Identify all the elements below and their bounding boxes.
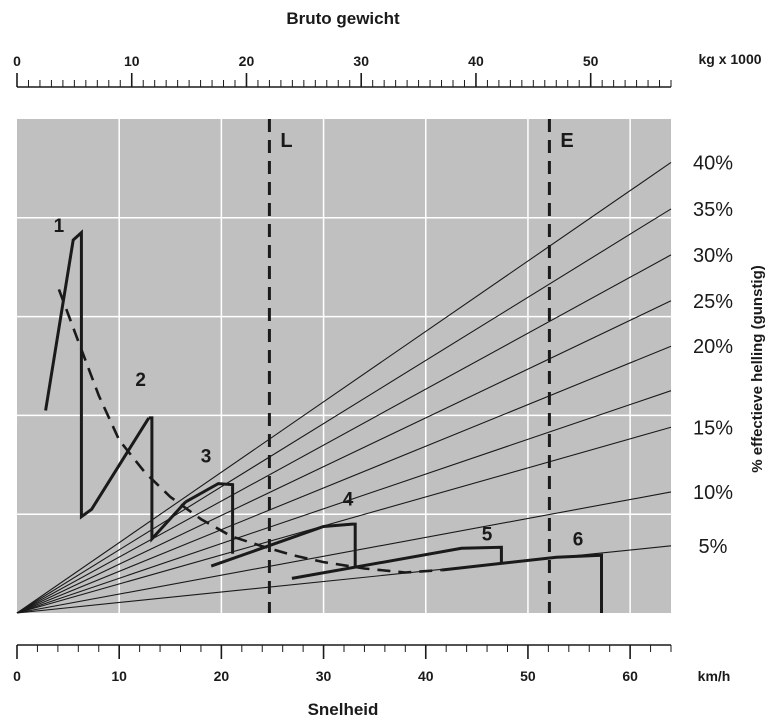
gear-curve bbox=[184, 482, 235, 554]
bottom-tick-label: 30 bbox=[316, 668, 332, 684]
top-axis-tick-labels: 0 10 20 30 40 50 bbox=[13, 53, 599, 69]
grade-line bbox=[16, 254, 672, 614]
marker-label: E bbox=[560, 130, 573, 152]
right-axis-title: % effectieve helling (gunstig) bbox=[749, 265, 766, 473]
bottom-axis-title: Snelheid bbox=[308, 700, 379, 719]
top-tick-label: 40 bbox=[468, 53, 484, 69]
grade-label: 30% bbox=[693, 245, 733, 267]
gear-curve bbox=[291, 545, 503, 580]
top-axis-ticks bbox=[16, 73, 672, 87]
top-tick-label: 10 bbox=[124, 53, 140, 69]
grade-line bbox=[16, 345, 672, 614]
bottom-tick-label: 20 bbox=[214, 668, 230, 684]
gear-curve bbox=[441, 553, 603, 613]
bottom-tick-label: 40 bbox=[418, 668, 434, 684]
top-axis: Bruto gewicht 0 10 20 30 40 50 kg x 1000 bbox=[13, 9, 762, 88]
bottom-axis-unit: km/h bbox=[698, 668, 731, 684]
grade-label: 5% bbox=[699, 536, 728, 558]
bottom-tick-label: 50 bbox=[520, 668, 536, 684]
grade-line bbox=[16, 426, 672, 614]
bottom-tick-label: 60 bbox=[622, 668, 638, 684]
bottom-axis-tick-labels: 0 10 20 30 40 50 60 bbox=[13, 668, 638, 684]
top-tick-label: 30 bbox=[353, 53, 369, 69]
top-tick-label: 20 bbox=[239, 53, 255, 69]
grade-label: 40% bbox=[693, 152, 733, 174]
gear-curve bbox=[210, 522, 357, 568]
gear-label: 1 bbox=[54, 216, 65, 237]
gear-curves bbox=[44, 229, 603, 613]
plot-background bbox=[17, 119, 671, 613]
gear-curve bbox=[148, 416, 187, 543]
grade-label: 25% bbox=[693, 291, 733, 313]
grade-line bbox=[16, 390, 672, 614]
top-axis-title: Bruto gewicht bbox=[286, 9, 400, 28]
gear-curve-labels: 1 2 3 4 5 6 bbox=[54, 216, 584, 550]
top-tick-label: 0 bbox=[13, 53, 21, 69]
grade-label: 20% bbox=[693, 336, 733, 358]
marker-label: L bbox=[280, 130, 292, 152]
gear-label: 3 bbox=[201, 446, 212, 467]
grade-label: 35% bbox=[693, 199, 733, 221]
grade-line bbox=[16, 491, 672, 614]
gear-curve bbox=[44, 229, 151, 520]
gear-label: 6 bbox=[573, 529, 584, 550]
grade-line bbox=[16, 300, 672, 614]
top-axis-unit: kg x 1000 bbox=[698, 51, 761, 67]
grade-line bbox=[16, 208, 672, 614]
grade-label: 10% bbox=[693, 482, 733, 504]
bottom-axis: 0 10 20 30 40 50 60 km/h Snelheid bbox=[13, 644, 731, 719]
gear-label: 4 bbox=[343, 489, 354, 510]
grade-label: 15% bbox=[693, 417, 733, 439]
bottom-tick-label: 0 bbox=[13, 668, 21, 684]
gear-label: 2 bbox=[135, 370, 146, 391]
grade-line bbox=[16, 162, 672, 614]
marker-lines bbox=[267, 119, 551, 613]
grade-labels: 5% 10% 15% 20% 25% 30% 35% 40% bbox=[693, 152, 733, 557]
gear-label: 5 bbox=[482, 524, 493, 545]
bottom-axis-ticks bbox=[16, 645, 672, 659]
grade-lines bbox=[16, 162, 672, 614]
bottom-tick-label: 10 bbox=[111, 668, 127, 684]
top-tick-label: 50 bbox=[583, 53, 599, 69]
